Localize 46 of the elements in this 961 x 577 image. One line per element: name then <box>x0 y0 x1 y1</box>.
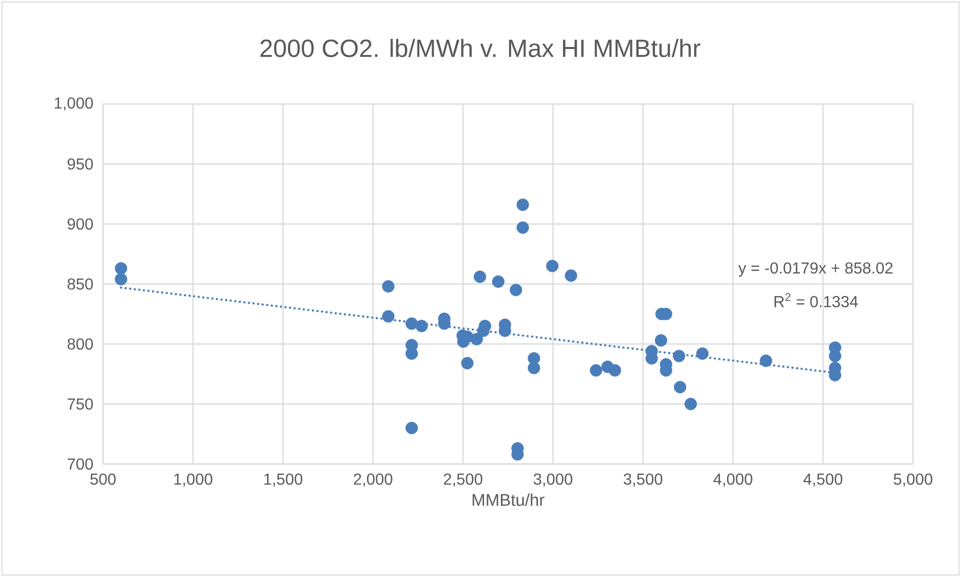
point <box>672 350 686 362</box>
x-tick-label: 3,500 <box>624 474 662 487</box>
point <box>760 354 772 367</box>
point <box>516 198 529 211</box>
y-tick-label: 850 <box>68 278 93 290</box>
point <box>654 334 668 347</box>
point <box>382 280 395 293</box>
point <box>492 275 504 288</box>
x-tick-label: 4,500 <box>803 474 842 487</box>
x-tick-label: 1,000 <box>174 474 212 487</box>
x-tick-label: 500 <box>90 474 116 485</box>
point <box>510 284 522 296</box>
point <box>516 221 529 234</box>
point <box>406 317 418 330</box>
point <box>406 422 418 434</box>
point <box>564 269 578 282</box>
y-tick-label: 900 <box>68 218 93 230</box>
point <box>415 320 428 332</box>
x-tick-label: 4,000 <box>713 474 752 487</box>
point <box>528 362 540 374</box>
point <box>114 262 128 275</box>
point <box>546 260 558 272</box>
annotation: R$^{2}$ = 0.1334 <box>774 293 858 308</box>
x-tick-label: 2,500 <box>444 474 482 487</box>
point <box>382 310 395 323</box>
point <box>696 347 709 360</box>
x-axis-title: MMBtu/hr <box>472 494 544 506</box>
point <box>608 364 622 377</box>
x-tick-label: 3,000 <box>534 474 572 487</box>
point <box>684 398 697 410</box>
x-tick-label: 5,000 <box>894 474 932 487</box>
x-tick-label: 2,000 <box>354 474 392 487</box>
y-tick-label: 750 <box>68 398 93 410</box>
point <box>114 272 128 286</box>
y-tick-label: 800 <box>68 338 93 350</box>
annotation: y = -0.0179x + 858.02 <box>738 262 893 277</box>
chart-title: 2000 CO2. lb/MWh v. Max HI MMBtu/hr <box>260 38 700 58</box>
point <box>470 332 483 346</box>
y-tick-label: 1,000 <box>54 97 93 111</box>
y-tick-label: 700 <box>68 458 93 470</box>
point <box>461 356 474 370</box>
x-tick-label: 1,500 <box>264 474 302 487</box>
y-tick-label: 950 <box>68 158 93 170</box>
point <box>674 380 686 394</box>
point <box>590 364 602 377</box>
point <box>474 270 486 283</box>
